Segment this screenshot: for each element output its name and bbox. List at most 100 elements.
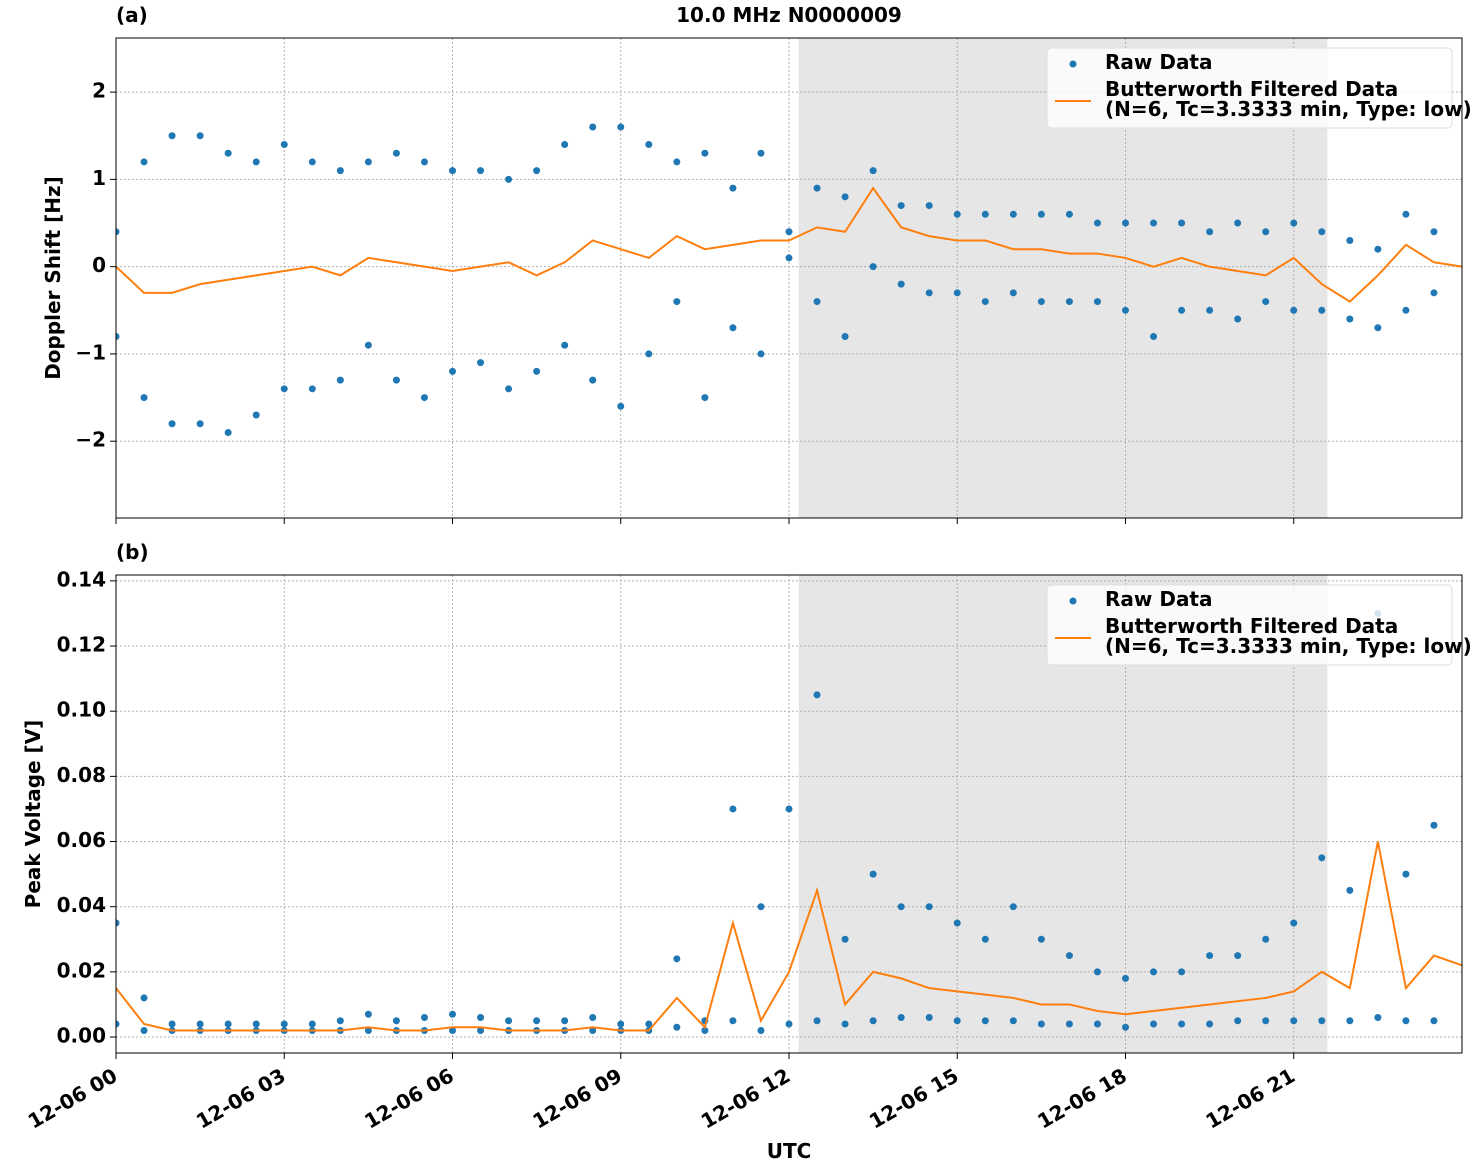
raw-point — [869, 1017, 877, 1025]
raw-point — [897, 1013, 905, 1021]
y-tick-label: −2 — [75, 428, 106, 452]
raw-point — [785, 254, 793, 262]
raw-point — [561, 341, 569, 349]
raw-point — [617, 402, 625, 410]
raw-point — [1318, 228, 1326, 236]
x-tick-label: 12-06 21 — [1201, 1063, 1299, 1133]
raw-point — [1402, 1017, 1410, 1025]
raw-point — [1178, 1020, 1186, 1028]
raw-point — [869, 870, 877, 878]
legend-label: Butterworth Filtered Data (N=6, Tc=3.3333… — [1105, 614, 1471, 658]
raw-point — [116, 919, 120, 927]
y-axis-label: Doppler Shift [Hz] — [41, 176, 65, 380]
panel-label: (b) — [116, 540, 149, 564]
legend-box — [1046, 47, 1453, 129]
raw-point — [925, 1013, 933, 1021]
legend-marker — [1069, 60, 1077, 68]
y-tick-label: 1 — [92, 166, 106, 190]
raw-point — [1234, 952, 1242, 960]
raw-point — [116, 332, 120, 340]
raw-point — [364, 1010, 372, 1018]
x-tick-label: 12-06 15 — [865, 1063, 963, 1133]
raw-point — [252, 1020, 260, 1028]
x-tick-label: 12-06 18 — [1033, 1063, 1131, 1133]
raw-point — [841, 332, 849, 340]
raw-point — [841, 1020, 849, 1028]
raw-point — [1262, 228, 1270, 236]
raw-point — [280, 140, 288, 148]
raw-point — [813, 691, 821, 699]
raw-point — [308, 158, 316, 166]
raw-point — [1346, 315, 1354, 323]
raw-point — [1122, 1023, 1129, 1031]
x-tick-label: 12-06 09 — [528, 1063, 626, 1133]
raw-point — [505, 1017, 513, 1025]
raw-point — [280, 385, 288, 393]
raw-point — [224, 149, 232, 157]
raw-point — [420, 394, 428, 402]
raw-point — [140, 994, 148, 1002]
raw-point — [813, 1017, 821, 1025]
y-axis-label: Peak Voltage [V] — [21, 720, 45, 909]
raw-point — [1065, 298, 1073, 306]
raw-point — [1430, 1017, 1438, 1025]
raw-point — [841, 193, 849, 201]
raw-point — [1037, 1020, 1045, 1028]
filtered-line — [116, 186, 1462, 303]
raw-point — [1009, 903, 1017, 911]
y-tick-label: 0.08 — [57, 763, 106, 787]
raw-point — [785, 228, 793, 236]
y-tick-label: 0.06 — [57, 828, 106, 852]
raw-point — [196, 132, 204, 140]
raw-point — [1430, 228, 1438, 236]
y-tick-label: 0.04 — [57, 893, 106, 917]
raw-point — [1065, 952, 1073, 960]
raw-point — [1374, 1013, 1382, 1021]
raw-point — [1122, 974, 1129, 982]
raw-point — [420, 158, 428, 166]
raw-point — [673, 298, 681, 306]
raw-point — [1206, 1020, 1214, 1028]
raw-point — [785, 805, 793, 813]
raw-point — [392, 149, 400, 157]
raw-point — [589, 1013, 597, 1021]
axes-frame — [115, 574, 1463, 1054]
raw-point — [1178, 219, 1186, 227]
raw-point — [392, 1017, 400, 1025]
raw-point — [224, 428, 232, 436]
raw-point — [308, 1020, 316, 1028]
raw-point — [1374, 245, 1382, 253]
y-tick-label: 0.14 — [57, 567, 106, 591]
y-tick-label: 0 — [92, 253, 106, 277]
raw-point — [981, 935, 989, 943]
raw-point — [617, 123, 625, 131]
raw-point — [1037, 935, 1045, 943]
raw-point — [477, 1027, 485, 1035]
raw-point — [1206, 952, 1214, 960]
plot-area — [116, 123, 1462, 436]
raw-point — [757, 350, 765, 358]
x-tick-label: 12-06 00 — [24, 1063, 122, 1133]
raw-point — [869, 167, 877, 175]
raw-point — [1150, 332, 1158, 340]
raw-point — [1065, 210, 1073, 218]
raw-point — [897, 202, 905, 210]
raw-point — [168, 1020, 176, 1028]
y-tick-label: 0.00 — [57, 1024, 106, 1048]
raw-point — [813, 298, 821, 306]
x-tick-label: 12-06 12 — [697, 1063, 795, 1133]
raw-point — [533, 167, 541, 175]
raw-point — [252, 411, 260, 419]
axes-frame — [115, 37, 1463, 519]
raw-point — [981, 210, 989, 218]
raw-point — [505, 385, 513, 393]
raw-point — [196, 1020, 204, 1028]
raw-point — [1430, 821, 1438, 829]
raw-point — [477, 359, 485, 367]
raw-point — [449, 1027, 456, 1035]
raw-point — [1093, 968, 1101, 976]
raw-point — [280, 1020, 288, 1028]
raw-point — [953, 289, 961, 297]
raw-point — [224, 1020, 232, 1028]
